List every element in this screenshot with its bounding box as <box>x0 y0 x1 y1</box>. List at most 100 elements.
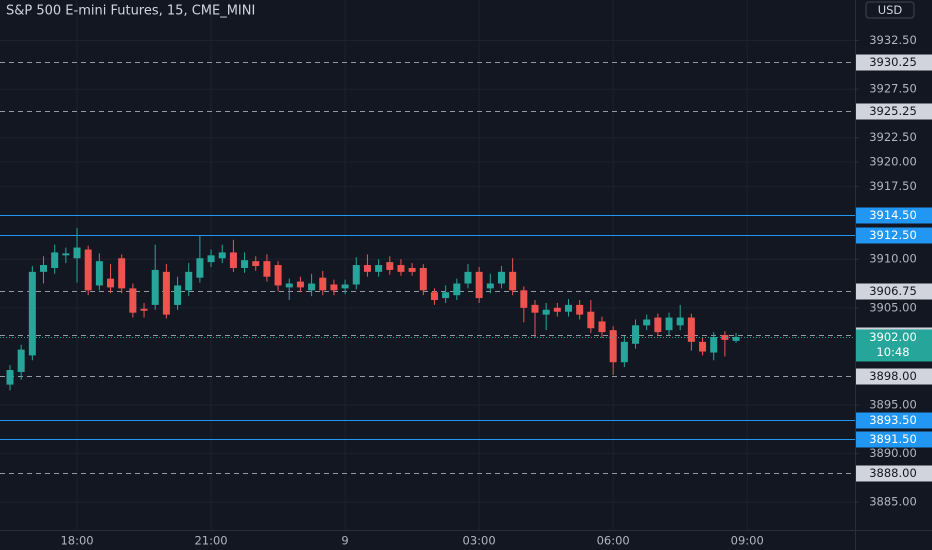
y-tick-label: 3910.00 <box>869 252 917 266</box>
candle-body <box>430 292 438 301</box>
candle-body <box>553 307 561 312</box>
candle-body <box>196 258 204 278</box>
candle-body <box>587 311 595 329</box>
candle-body <box>330 284 338 291</box>
candle-body <box>408 267 416 272</box>
y-tick-label: 3917.50 <box>869 179 917 193</box>
price-label-box <box>856 465 932 482</box>
candle-body <box>710 336 718 353</box>
candle-body <box>609 330 617 363</box>
candle-body <box>464 271 472 284</box>
price-label: 3898.00 <box>869 369 917 383</box>
x-tick-label: 18:00 <box>60 534 93 548</box>
candle-body <box>207 255 215 263</box>
candle-body <box>509 271 517 291</box>
x-tick-label: 21:00 <box>194 534 227 548</box>
candle-body <box>162 271 170 315</box>
currency[interactable]: USD <box>878 3 903 17</box>
candle-body <box>185 271 193 291</box>
price-label-box <box>856 54 932 71</box>
price-label-box <box>856 431 932 448</box>
candle-body <box>341 284 349 289</box>
candle-body <box>51 252 59 268</box>
y-tick-label: 3920.00 <box>869 155 917 169</box>
price-label: 3930.25 <box>869 55 917 69</box>
candle-body <box>419 267 427 291</box>
candle-body <box>151 269 159 305</box>
candle-body <box>95 261 103 286</box>
candle-body <box>252 261 260 267</box>
candle-body <box>542 309 550 315</box>
price-label-box <box>856 283 932 300</box>
last-price-label: 3902.00 <box>869 330 917 344</box>
candle-body <box>687 317 695 342</box>
candle-body <box>721 335 729 340</box>
candle-body <box>129 288 137 313</box>
candle-body <box>319 277 327 291</box>
candle-body <box>40 265 48 272</box>
candle-body <box>643 319 651 326</box>
candle-body <box>386 262 394 270</box>
price-label: 3925.25 <box>869 104 917 118</box>
y-tick-label: 3927.50 <box>869 82 917 96</box>
candle-body <box>107 278 115 288</box>
price-label-box <box>856 412 932 429</box>
y-tick-label: 3885.00 <box>869 495 917 509</box>
x-tick-label: 06:00 <box>597 534 630 548</box>
x-tick-label: 9 <box>341 534 348 548</box>
price-label: 3912.50 <box>869 228 917 242</box>
price-label: 3888.00 <box>869 466 917 480</box>
candle-body <box>620 341 628 363</box>
price-label-box <box>856 103 932 120</box>
candle-body <box>274 265 282 286</box>
axes: 3885.00 3890.00 3895.00 3905.00 3910.00 3917.… <box>60 33 932 548</box>
candle-body <box>375 265 383 272</box>
price-label-box <box>856 368 932 385</box>
y-tick-label: 3895.00 <box>869 398 917 412</box>
candle-body <box>296 281 304 288</box>
candle-body <box>363 265 371 272</box>
price-label-box <box>856 207 932 224</box>
candle-body <box>598 321 606 333</box>
candle-body <box>632 325 640 344</box>
currency-button[interactable] <box>865 1 915 19</box>
candle-body <box>565 304 572 312</box>
y-tick-label: 3905.00 <box>869 300 917 314</box>
candle-body <box>352 265 360 285</box>
price-label: 3906.75 <box>869 284 917 298</box>
candle-body <box>442 292 450 299</box>
candle-body <box>118 258 126 289</box>
price-label: 3893.50 <box>869 413 917 427</box>
candle-body <box>475 271 483 299</box>
candle-body <box>453 283 461 296</box>
candle-body <box>654 317 662 333</box>
candle-body <box>62 253 70 256</box>
candle-body <box>576 304 584 315</box>
chart-title: S&P 500 E-mini Futures, 15, CME_MINI <box>6 4 255 19</box>
candle-body <box>699 341 707 352</box>
price-label: 3914.50 <box>869 208 917 222</box>
candle-body <box>285 283 293 288</box>
last-price-box <box>856 329 932 362</box>
candle-body <box>174 285 182 305</box>
candle-body <box>218 252 226 259</box>
y-tick-label: 3922.50 <box>869 130 917 144</box>
plot <box>0 62 855 474</box>
candle-body <box>28 271 36 356</box>
price-label: 3891.50 <box>869 432 917 446</box>
candle-body <box>241 260 249 268</box>
candle-body <box>486 283 494 289</box>
x-tick-label: 03:00 <box>463 534 496 548</box>
candle-body <box>665 317 673 331</box>
candle-body <box>732 336 740 341</box>
candle-body <box>397 265 405 272</box>
candle-body <box>17 349 25 372</box>
candle-body <box>497 271 505 284</box>
candle-body <box>73 247 81 259</box>
candle-body <box>676 317 684 326</box>
candle-body <box>263 261 271 277</box>
candle-body <box>531 304 539 313</box>
candle-body <box>520 290 528 308</box>
x-tick-label: 09:00 <box>731 534 764 548</box>
